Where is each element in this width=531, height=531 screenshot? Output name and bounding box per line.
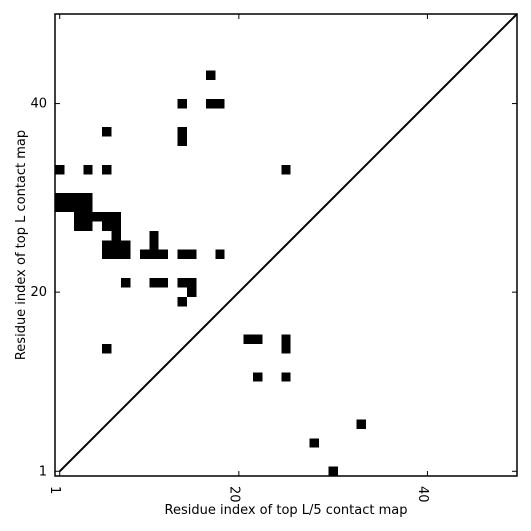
contact-cell (102, 221, 112, 231)
contact-cell (253, 372, 263, 382)
contact-cell (64, 202, 74, 212)
contact-cell (149, 278, 159, 288)
x-tick-label: 40 (415, 486, 430, 503)
contact-cell (177, 136, 187, 146)
contact-cell (102, 344, 112, 354)
contact-cell (215, 249, 225, 260)
y-axis-title: Residue index of top L contact map (14, 130, 29, 360)
contact-cell (253, 334, 263, 344)
contact-cell (158, 278, 169, 288)
contact-cell (281, 164, 291, 175)
contact-cell (64, 193, 74, 203)
plot-frame (54, 13, 518, 477)
contact-cell (187, 278, 197, 288)
y-tick-label: 40 (30, 97, 47, 112)
contact-cell (121, 278, 131, 288)
contact-cell (149, 240, 159, 250)
contact-cell (281, 344, 291, 354)
contact-cell (83, 221, 93, 231)
contact-cell (73, 212, 84, 222)
x-tick-label: 1 (47, 486, 62, 494)
contact-cell (205, 98, 216, 109)
contact-cell (187, 287, 197, 297)
contact-cell (149, 230, 159, 241)
diagonal-line (59, 13, 518, 472)
contact-cell (111, 212, 121, 222)
contact-cell (102, 249, 112, 260)
contact-cell (309, 438, 319, 448)
contact-cell (205, 70, 216, 80)
contact-cell (121, 240, 131, 250)
contact-cell (55, 202, 65, 212)
contact-cell (102, 164, 112, 175)
contact-cell (281, 372, 291, 382)
contact-cell (73, 221, 84, 231)
contact-cell (149, 249, 159, 260)
contact-cell (121, 249, 131, 260)
contact-cell (328, 466, 338, 476)
contact-cell (356, 419, 367, 429)
contact-cell (102, 240, 112, 250)
contact-cell (83, 164, 93, 175)
contact-cell (73, 202, 84, 212)
contact-cells (55, 70, 367, 476)
contact-cell (187, 249, 197, 260)
y-tick-label: 20 (30, 285, 47, 300)
contact-cell (139, 249, 150, 260)
contact-cell (243, 334, 253, 344)
contact-cell (55, 193, 65, 203)
axis-ticks: 1 20 40 1 20 40 (30, 14, 517, 503)
contact-cell (92, 212, 103, 222)
contact-cell (177, 249, 187, 260)
contact-cell (177, 278, 187, 288)
contact-cell (111, 230, 121, 241)
contact-cell (83, 202, 93, 212)
contact-cell (111, 221, 121, 231)
contact-cell (102, 127, 112, 137)
x-tick-label: 20 (226, 486, 241, 503)
contact-cell (73, 193, 84, 203)
contact-cell (83, 212, 93, 222)
contact-cell (111, 249, 121, 260)
contact-cell (177, 296, 187, 307)
contact-cell (215, 98, 225, 109)
contact-cell (83, 193, 93, 203)
contact-cell (177, 127, 187, 137)
contact-cell (55, 164, 65, 175)
contact-cell (111, 240, 121, 250)
contact-cell (281, 334, 291, 344)
contact-cell (158, 249, 169, 260)
contact-cell (102, 212, 112, 222)
y-tick-label: 1 (39, 464, 47, 479)
x-axis-title: Residue index of top L/5 contact map (165, 503, 408, 518)
contact-cell (177, 98, 187, 109)
